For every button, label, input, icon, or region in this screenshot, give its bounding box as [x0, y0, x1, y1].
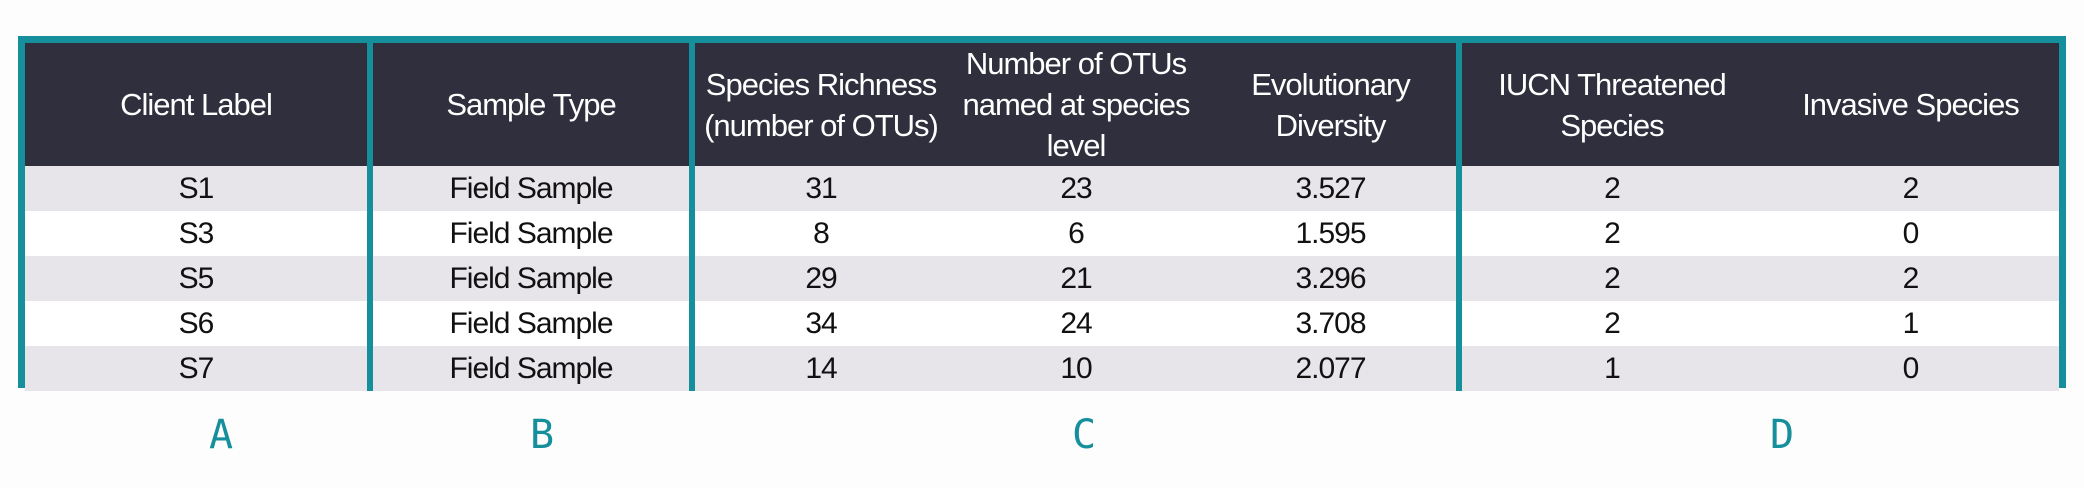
cell-iucn-threatened: 2	[1456, 301, 1762, 346]
table-row: S1 Field Sample 31 23 3.527 2 2	[25, 166, 2059, 211]
cell-client-label: S5	[25, 256, 370, 301]
header-client-label: Client Label	[25, 43, 370, 166]
header-sample-type: Sample Type	[367, 43, 692, 166]
cell-invasive-species: 1	[1762, 301, 2059, 346]
table-row: S3 Field Sample 8 6 1.595 2 0	[25, 211, 2059, 256]
cell-evolutionary-diversity: 3.527	[1205, 166, 1459, 211]
cell-iucn-threatened: 2	[1456, 211, 1762, 256]
cell-species-richness: 34	[689, 301, 947, 346]
header-otus-named-species: Number of OTUs named at species level	[947, 43, 1205, 166]
group-label-d: D	[1769, 412, 1795, 458]
group-label-a: A	[208, 412, 234, 458]
cell-sample-type: Field Sample	[367, 256, 692, 301]
cell-evolutionary-diversity: 3.296	[1205, 256, 1459, 301]
table-row: S7 Field Sample 14 10 2.077 1 0	[25, 346, 2059, 391]
group-label-b: B	[529, 412, 555, 458]
cell-evolutionary-diversity: 1.595	[1205, 211, 1459, 256]
header-species-richness: Species Richness (number of OTUs)	[689, 43, 947, 166]
table-row: S5 Field Sample 29 21 3.296 2 2	[25, 256, 2059, 301]
cell-iucn-threatened: 1	[1456, 346, 1762, 391]
cell-species-richness: 31	[689, 166, 947, 211]
cell-sample-type: Field Sample	[367, 301, 692, 346]
results-table: Client Label Sample Type Species Richnes…	[25, 43, 2059, 391]
cell-client-label: S1	[25, 166, 370, 211]
results-table-frame: Client Label Sample Type Species Richnes…	[18, 36, 2066, 391]
cell-otus-named-species: 6	[947, 211, 1205, 256]
cell-invasive-species: 2	[1762, 256, 2059, 301]
cell-client-label: S7	[25, 346, 370, 391]
cell-otus-named-species: 24	[947, 301, 1205, 346]
cell-species-richness: 29	[689, 256, 947, 301]
cell-evolutionary-diversity: 3.708	[1205, 301, 1459, 346]
header-row: Client Label Sample Type Species Richnes…	[25, 43, 2059, 166]
group-label-c: C	[1071, 412, 1097, 458]
header-evolutionary-diversity: Evolutionary Diversity	[1205, 43, 1459, 166]
cell-sample-type: Field Sample	[367, 346, 692, 391]
cell-otus-named-species: 23	[947, 166, 1205, 211]
cell-client-label: S3	[25, 211, 370, 256]
cell-client-label: S6	[25, 301, 370, 346]
cell-iucn-threatened: 2	[1456, 256, 1762, 301]
cell-species-richness: 14	[689, 346, 947, 391]
header-iucn-threatened: IUCN Threatened Species	[1456, 43, 1762, 166]
cell-sample-type: Field Sample	[367, 166, 692, 211]
cell-invasive-species: 0	[1762, 211, 2059, 256]
cell-invasive-species: 0	[1762, 346, 2059, 391]
cell-otus-named-species: 21	[947, 256, 1205, 301]
cell-invasive-species: 2	[1762, 166, 2059, 211]
cell-iucn-threatened: 2	[1456, 166, 1762, 211]
header-invasive-species: Invasive Species	[1762, 43, 2059, 166]
table-row: S6 Field Sample 34 24 3.708 2 1	[25, 301, 2059, 346]
cell-sample-type: Field Sample	[367, 211, 692, 256]
cell-otus-named-species: 10	[947, 346, 1205, 391]
cell-evolutionary-diversity: 2.077	[1205, 346, 1459, 391]
cell-species-richness: 8	[689, 211, 947, 256]
